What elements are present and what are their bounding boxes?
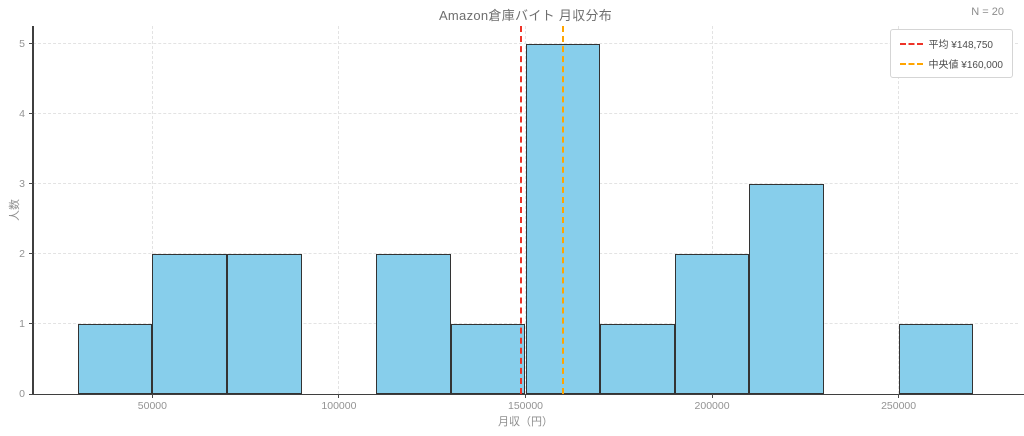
x-tick-label: 250000 xyxy=(881,400,917,412)
y-tick-mark xyxy=(29,183,33,185)
gridline-vertical xyxy=(151,26,153,394)
mean-dashed-line-sample xyxy=(899,42,923,45)
x-tick-mark xyxy=(338,394,340,398)
y-tick-mark xyxy=(29,43,33,45)
x-tick-mark xyxy=(525,394,526,398)
x-tick-label: 150000 xyxy=(507,400,544,412)
x-tick-label: 200000 xyxy=(694,400,730,412)
y-tick-label: 4 xyxy=(19,107,25,120)
x-tick-mark xyxy=(898,394,900,398)
chart-title: Amazon倉庫バイト 月収分布 xyxy=(438,8,613,23)
histogram-bar xyxy=(376,253,451,394)
histogram-bar xyxy=(600,323,675,394)
x-tick-label: 50000 xyxy=(137,400,167,412)
x-axis-spine xyxy=(32,393,1024,395)
histogram-bar xyxy=(450,323,526,394)
legend-entry-mean: 平均 ¥148,750 xyxy=(899,36,1004,51)
legend-label-mean: 平均 ¥148,750 xyxy=(928,40,994,51)
y-axis-spine xyxy=(32,26,34,394)
y-tick-mark xyxy=(29,323,33,325)
histogram-bar xyxy=(749,183,824,394)
median-line xyxy=(561,26,564,394)
sample-size-annotation: N = 20 xyxy=(971,6,1004,18)
legend-label-median: 中央値 ¥160,000 xyxy=(928,60,1004,71)
histogram-bar xyxy=(77,323,153,394)
gridline-vertical xyxy=(711,26,713,394)
plot-area: 50000 100000 150000 200000 250000 0 1 2 3 4 5 xyxy=(19,26,1024,412)
gridline-vertical xyxy=(898,26,900,394)
y-tick-label: 2 xyxy=(19,247,25,260)
y-tick-mark xyxy=(29,253,33,255)
legend-entry-median: 中央値 ¥160,000 xyxy=(899,56,1004,71)
y-tick-mark xyxy=(29,113,33,115)
histogram-bar xyxy=(898,323,974,394)
histogram-bar xyxy=(152,253,227,394)
x-tick-label: 100000 xyxy=(321,400,357,412)
histogram-bar xyxy=(227,253,302,394)
mean-line xyxy=(519,26,522,394)
y-tick-mark xyxy=(29,393,33,395)
median-dashed-line-sample xyxy=(899,62,923,65)
y-tick-label: 0 xyxy=(19,388,25,400)
x-tick-mark xyxy=(151,394,153,398)
x-tick-mark xyxy=(711,394,713,398)
y-tick-label: 1 xyxy=(19,317,25,330)
legend: 平均 ¥148,750 中央値 ¥160,000 xyxy=(889,29,1013,78)
histogram-bar xyxy=(674,253,750,394)
x-axis-label: 月収（円） xyxy=(498,416,553,428)
y-tick-label: 5 xyxy=(19,37,25,50)
y-axis-label: 人数 xyxy=(9,199,21,221)
y-tick-label: 3 xyxy=(19,177,25,190)
gridline-vertical xyxy=(338,26,340,394)
